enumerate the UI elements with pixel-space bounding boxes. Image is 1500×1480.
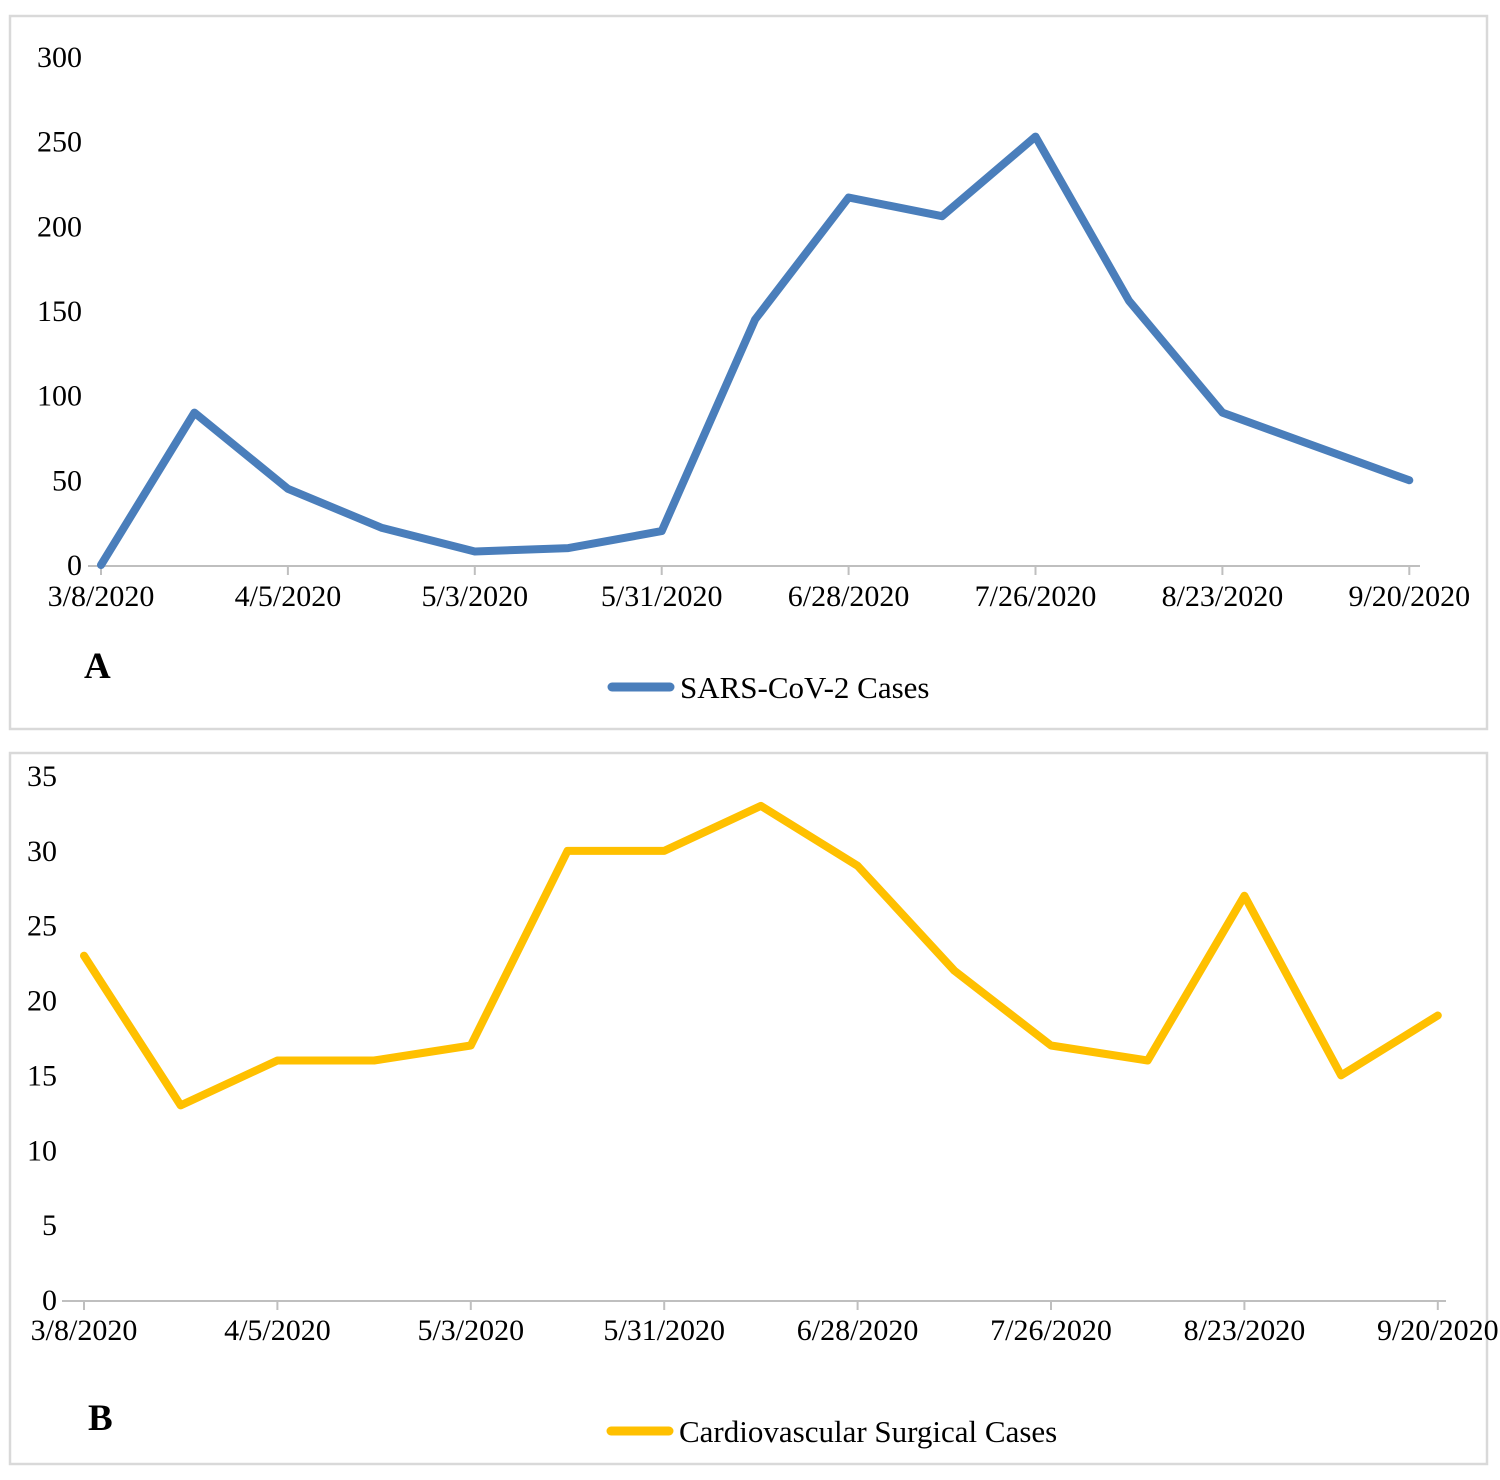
- y-tick-label: 30: [27, 835, 57, 868]
- x-axis-labels: 3/8/2020 4/5/2020 5/3/2020 5/31/2020 6/28/20…: [48, 566, 1470, 613]
- y-tick-label: 25: [27, 910, 57, 943]
- y-tick-label: 5: [42, 1209, 57, 1242]
- y-tick-label: 0: [67, 549, 82, 582]
- x-tick-label: 3/8/2020: [48, 580, 155, 613]
- y-axis-labels: 0 50 100 150 200 250 300: [37, 41, 82, 582]
- x-tick-label: 6/28/2020: [797, 1314, 919, 1347]
- legend-label: Cardiovascular Surgical Cases: [679, 1414, 1057, 1449]
- x-tick-label: 3/8/2020: [31, 1314, 138, 1347]
- panel-border: [8, 14, 1489, 731]
- x-tick-label: 8/23/2020: [1184, 1314, 1306, 1347]
- y-tick-label: 200: [37, 210, 82, 243]
- x-tick-label: 7/26/2020: [975, 580, 1097, 613]
- x-tick-label: 8/23/2020: [1162, 580, 1284, 613]
- y-tick-label: 150: [37, 295, 82, 328]
- panel-letter-b: B: [88, 1398, 113, 1439]
- chart-panel-b: 0 5 10 15 20 25 30 35 3/8/2020 4/5/2020 5/3/2020 5/…: [8, 751, 1499, 1466]
- x-axis-labels: 3/8/2020 4/5/2020 5/3/2020 5/31/2020 6/28/20…: [31, 1301, 1499, 1347]
- y-tick-label: 0: [42, 1284, 57, 1317]
- x-tick-label: 4/5/2020: [235, 580, 342, 613]
- y-tick-label: 15: [27, 1059, 57, 1092]
- x-tick-label: 9/20/2020: [1348, 580, 1470, 613]
- y-tick-label: 20: [27, 985, 57, 1018]
- panel-border: [8, 751, 1489, 1466]
- y-axis-labels: 0 5 10 15 20 25 30 35: [27, 760, 57, 1317]
- series-line-a: [97, 132, 1414, 569]
- y-tick-label: 300: [37, 41, 82, 74]
- y-tick-label: 35: [27, 760, 57, 793]
- legend-label: SARS-CoV-2 Cases: [680, 670, 929, 705]
- x-tick-label: 5/3/2020: [417, 1314, 524, 1347]
- x-tick-label: 5/31/2020: [603, 1314, 725, 1347]
- x-tick-label: 7/26/2020: [990, 1314, 1112, 1347]
- x-tick-label: 6/28/2020: [788, 580, 910, 613]
- y-tick-label: 50: [52, 464, 82, 497]
- x-tick-label: 4/5/2020: [224, 1314, 331, 1347]
- panel-letter-a: A: [84, 646, 111, 687]
- y-tick-label: 250: [37, 126, 82, 159]
- legend-a: SARS-CoV-2 Cases: [607, 670, 929, 705]
- y-tick-label: 100: [37, 380, 82, 413]
- series-line-b: [80, 801, 1442, 1110]
- y-tick-label: 10: [27, 1134, 57, 1167]
- chart-panel-a: 0 50 100 150 200 250 300 3/8/2020 4/5/2020 5/3/20…: [8, 14, 1489, 731]
- x-tick-label: 9/20/2020: [1377, 1314, 1499, 1347]
- x-tick-label: 5/3/2020: [421, 580, 528, 613]
- legend-b: Cardiovascular Surgical Cases: [606, 1414, 1057, 1449]
- x-tick-label: 5/31/2020: [601, 580, 723, 613]
